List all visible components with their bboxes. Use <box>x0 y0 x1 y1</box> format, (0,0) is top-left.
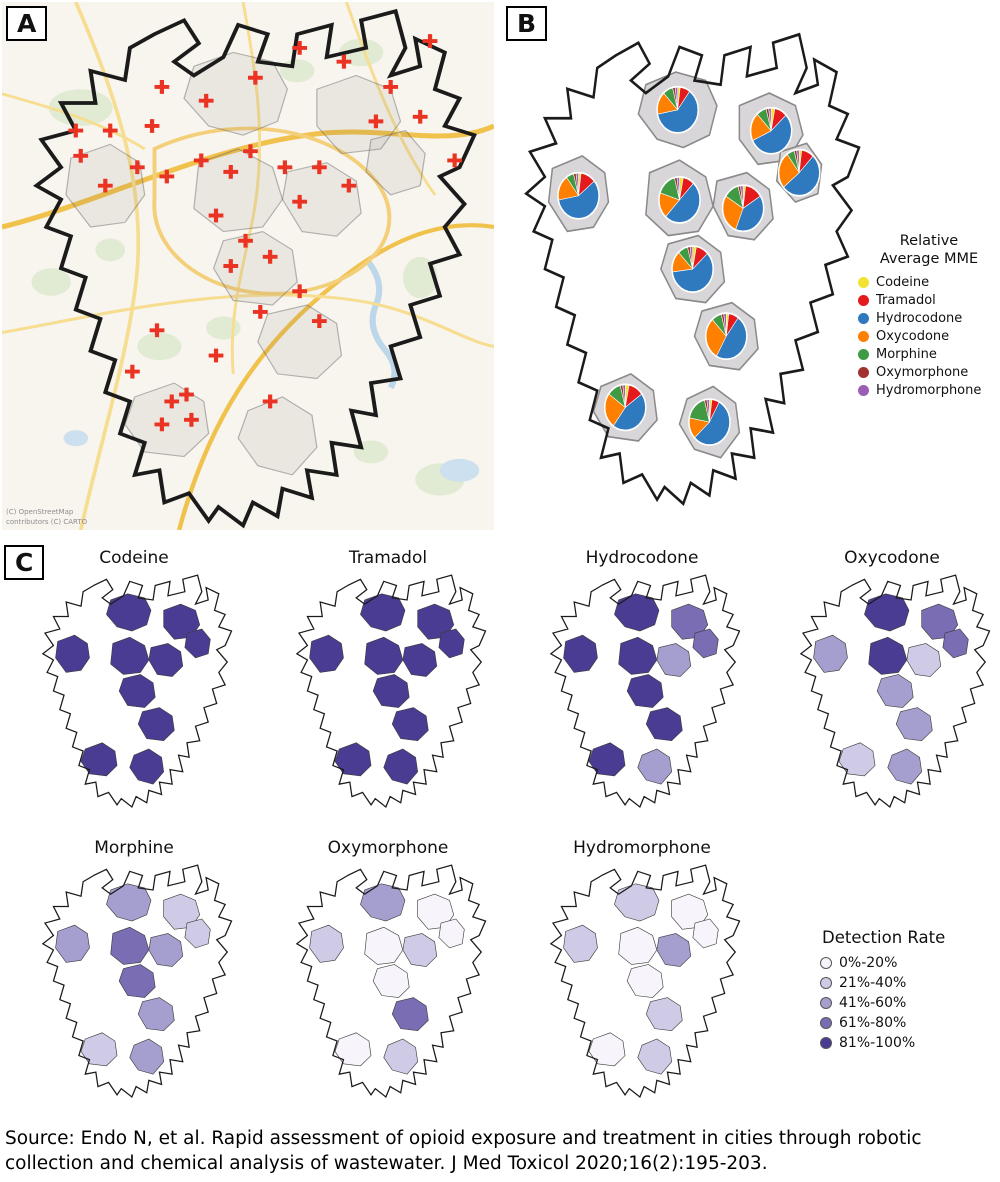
attribution-line-2: contributors (C) CARTO <box>6 517 88 526</box>
legend-label: Hydrocodone <box>876 311 963 327</box>
choropleth-map-morphine: Morphine <box>18 838 250 1099</box>
basemap-sampling-sites <box>2 2 494 530</box>
mme-legend-items: Codeine Tramadol Hydrocodone Oxycodone Morph… <box>858 275 1000 398</box>
legend-label: Morphine <box>876 347 937 363</box>
mme-legend: Relative Average MME Codeine Tramadol Hydr… <box>858 232 1000 401</box>
legend-label: 81%-100% <box>839 1035 916 1051</box>
legend-label: 41%-60% <box>839 995 907 1011</box>
legend-swatch-icon <box>858 349 869 361</box>
panel-b-label: B <box>506 6 548 41</box>
panel-c-label: C <box>4 545 45 580</box>
legend-label: Hydromorphone <box>876 383 982 399</box>
choropleth-svg-hydromorphone <box>549 864 741 1098</box>
mme-pie-map <box>524 32 861 507</box>
legend-label: 0%-20% <box>839 955 898 971</box>
legend-item: 21%-40% <box>820 975 992 991</box>
choropleth-map-title: Hydrocodone <box>585 548 699 568</box>
legend-label: 61%-80% <box>839 1015 907 1031</box>
legend-item: Oxymorphone <box>858 365 1000 380</box>
choropleth-map-hydromorphone: Hydromorphone <box>526 838 758 1099</box>
legend-item: 0%-20% <box>820 955 992 971</box>
legend-label: Tramadol <box>876 293 936 309</box>
choropleth-map-codeine: Codeine <box>18 548 250 809</box>
legend-label: Oxycodone <box>876 329 950 345</box>
legend-item: Morphine <box>858 347 1000 362</box>
map-attribution: (C) OpenStreetMap contributors (C) CARTO <box>6 508 87 527</box>
detection-rate-legend: Detection Rate 0%-20% 21%-40% 41%-60% 61%-8… <box>820 928 992 1055</box>
choropleth-svg-tramadol <box>295 574 487 808</box>
panel-a-label: A <box>6 6 48 41</box>
legend-swatch-icon <box>820 997 832 1009</box>
mme-legend-title: Relative Average MME <box>879 233 979 268</box>
legend-swatch-icon <box>858 367 869 379</box>
panel-a: A (C) OpenStreetMap contributors (C) CAR… <box>2 2 494 530</box>
legend-swatch-icon <box>858 277 869 289</box>
choropleth-map-title: Tramadol <box>348 548 428 568</box>
panel-c: C Codeine Tramadol Hydrocodone Oxycodone Mor… <box>0 540 1000 1126</box>
choropleth-map-oxycodone: Oxycodone <box>776 548 1000 809</box>
choropleth-svg-morphine <box>41 864 233 1098</box>
legend-swatch-icon <box>858 331 869 343</box>
legend-item: 41%-60% <box>820 995 992 1011</box>
detection-rate-legend-title: Detection Rate <box>822 928 946 947</box>
legend-item: Hydrocodone <box>858 311 1000 326</box>
legend-item: 61%-80% <box>820 1015 992 1031</box>
choropleth-svg-codeine <box>41 574 233 808</box>
legend-swatch-icon <box>820 1017 832 1029</box>
source-citation: Source: Endo N, et al. Rapid assessment … <box>5 1128 922 1174</box>
legend-swatch-icon <box>858 295 869 307</box>
choropleth-map-title: Oxycodone <box>844 548 940 568</box>
legend-swatch-icon <box>820 977 832 989</box>
attribution-line-1: (C) OpenStreetMap <box>6 508 74 517</box>
legend-label: 21%-40% <box>839 975 907 991</box>
detection-rate-legend-items: 0%-20% 21%-40% 41%-60% 61%-80% 81%-100% <box>820 955 992 1051</box>
panel-b: B Relative Average MME Codeine Tramadol Hy… <box>500 0 1000 536</box>
legend-item: Hydromorphone <box>858 383 1000 398</box>
legend-swatch-icon <box>858 313 869 325</box>
choropleth-map-oxymorphone: Oxymorphone <box>272 838 504 1099</box>
legend-item: Codeine <box>858 275 1000 290</box>
legend-item: 81%-100% <box>820 1035 992 1051</box>
legend-label: Codeine <box>876 275 930 291</box>
choropleth-svg-hydrocodone <box>549 574 741 808</box>
legend-swatch-icon <box>858 385 869 397</box>
choropleth-svg-oxycodone <box>799 574 991 808</box>
choropleth-map-title: Oxymorphone <box>327 838 449 858</box>
choropleth-map-tramadol: Tramadol <box>272 548 504 809</box>
legend-swatch-icon <box>820 957 832 969</box>
choropleth-map-title: Morphine <box>94 838 174 858</box>
legend-label: Oxymorphone <box>876 365 969 381</box>
choropleth-svg-oxymorphone <box>295 864 487 1098</box>
legend-swatch-icon <box>820 1037 832 1049</box>
legend-item: Oxycodone <box>858 329 1000 344</box>
legend-item: Tramadol <box>858 293 1000 308</box>
choropleth-map-hydrocodone: Hydrocodone <box>526 548 758 809</box>
choropleth-map-title: Codeine <box>99 548 169 568</box>
choropleth-map-title: Hydromorphone <box>573 838 711 858</box>
